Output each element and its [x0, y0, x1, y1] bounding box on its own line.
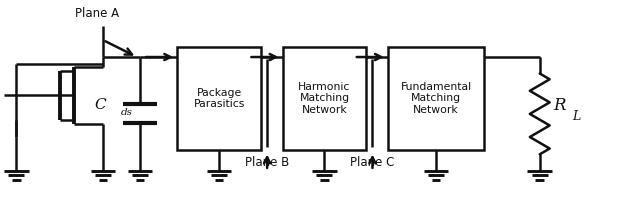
Text: R: R — [553, 97, 566, 114]
Text: ds: ds — [120, 108, 133, 117]
Text: C: C — [94, 98, 106, 112]
Bar — [283, 48, 366, 150]
Text: Package
Parasitics: Package Parasitics — [193, 88, 245, 109]
Text: Plane C: Plane C — [350, 156, 395, 169]
Text: Harmonic
Matching
Network: Harmonic Matching Network — [298, 82, 351, 115]
Bar — [388, 48, 484, 150]
Text: Plane B: Plane B — [245, 156, 289, 169]
Bar — [177, 48, 261, 150]
Text: L: L — [572, 110, 580, 123]
Text: Plane A: Plane A — [75, 7, 119, 20]
Text: Fundamental
Matching
Network: Fundamental Matching Network — [401, 82, 471, 115]
